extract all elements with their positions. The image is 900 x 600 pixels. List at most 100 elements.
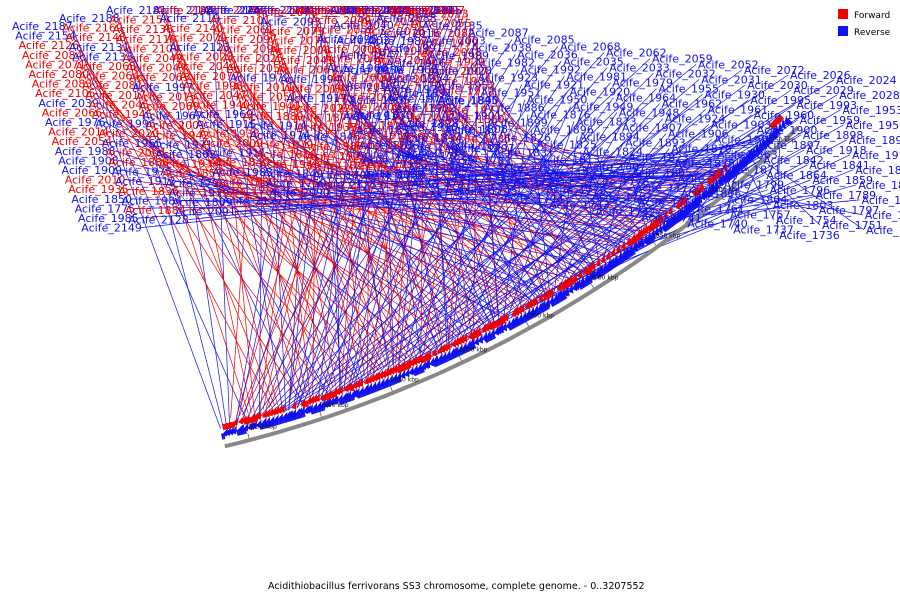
- track-segment: [221, 424, 225, 431]
- track-segment: [438, 358, 443, 365]
- tick-mark: [390, 386, 393, 392]
- tick-label: 2100 kbp: [320, 402, 348, 409]
- gene-label: Acife_2029: [793, 84, 854, 97]
- track-segment: [609, 263, 614, 270]
- gene-connector: [389, 92, 492, 329]
- gene-label: Acife_1863: [717, 148, 778, 161]
- track-segment: [712, 174, 718, 181]
- gene-label: Acife_1813: [540, 154, 601, 167]
- gene-connector: [118, 160, 577, 281]
- tick-label: 2150 kbp: [249, 424, 277, 431]
- track-segment: [665, 223, 671, 230]
- track-segment: [616, 258, 622, 265]
- gene-label: Acife_2005: [340, 100, 401, 113]
- track-segment: [258, 423, 262, 430]
- gene-label: Acife_1850: [71, 193, 132, 206]
- gene-connector: [432, 85, 448, 350]
- gene-connector: [94, 92, 402, 362]
- track-segment: [476, 330, 481, 337]
- gene-feature: [431, 347, 437, 357]
- track-segment: [596, 272, 601, 279]
- gene-label: Acife_1886: [484, 102, 545, 115]
- gene-connector: [337, 54, 391, 375]
- gene-label: Acife_2061: [213, 23, 274, 36]
- track-segment: [615, 259, 621, 266]
- gene-connector: [502, 114, 529, 322]
- track-segment: [376, 384, 380, 391]
- gene-label: Acife_2008: [320, 43, 381, 56]
- track-segment: [243, 418, 247, 425]
- gene-feature: [600, 253, 606, 264]
- gene-connector: [399, 137, 630, 246]
- gene-connector: [230, 9, 261, 419]
- track-segment: [771, 133, 777, 140]
- gene-label: Acife_2181: [106, 4, 167, 17]
- gene-connector: [333, 59, 441, 345]
- gene-label: Acife_2140: [163, 22, 224, 35]
- track-segment: [581, 281, 587, 288]
- gene-label: Acife_1923: [478, 72, 539, 85]
- gene-label: Acife_1991: [382, 42, 443, 55]
- gene-feature: [352, 379, 358, 389]
- track-segment: [742, 160, 748, 166]
- gene-label: Acife_2033: [609, 62, 670, 75]
- track-segment: [719, 168, 725, 175]
- track-segment: [523, 315, 528, 322]
- gene-feature: [456, 335, 462, 346]
- gene-label: Acife_2169: [62, 22, 123, 35]
- gene-feature: [621, 239, 627, 250]
- gene-label: Acife_2158: [109, 14, 170, 27]
- track-segment: [406, 362, 410, 370]
- gene-label: Acife_1757: [730, 208, 791, 221]
- track-segment: [714, 172, 720, 179]
- gene-label: Acife_2078: [257, 6, 318, 19]
- track-segment: [686, 207, 692, 214]
- gene-label: Acife_1958: [846, 119, 900, 132]
- gene-label: Acife_1919: [169, 186, 230, 199]
- gene-label: Acife_1947: [340, 49, 401, 62]
- track-segment: [260, 423, 264, 430]
- track-segment: [760, 144, 766, 150]
- gene-feature: [389, 365, 395, 375]
- gene-label: Acife_1934: [159, 158, 220, 171]
- gene-label: Acife_1857: [162, 167, 223, 180]
- track-segment: [379, 383, 383, 390]
- gene-label: Acife_2024: [836, 74, 897, 87]
- gene-label: Acife_2021: [381, 73, 442, 86]
- track-segment: [524, 315, 530, 321]
- gene-connector: [222, 27, 308, 397]
- gene-label: Acife_1998: [183, 79, 244, 92]
- gene-feature: [279, 404, 285, 414]
- track-segment: [685, 208, 691, 215]
- gene-connector: [121, 169, 600, 266]
- gene-label: Acife_2141: [250, 4, 311, 17]
- track-segment: [475, 331, 480, 338]
- gene-connector: [543, 170, 725, 190]
- gene-connector: [422, 109, 706, 362]
- gene-label: Acife_1761: [684, 203, 745, 216]
- track-segment: [625, 252, 631, 259]
- gene-feature: [638, 227, 644, 238]
- track-segment: [395, 377, 399, 384]
- gene-connector: [639, 128, 771, 218]
- gene-label: Acife_1776: [589, 175, 650, 188]
- gene-label: Acife_1828: [398, 117, 459, 130]
- gene-label: Acife_1881: [353, 139, 414, 152]
- track-segment: [545, 303, 550, 310]
- gene-label: Acife_2080: [29, 68, 90, 81]
- track-segment: [769, 122, 776, 129]
- gene-label: Acife_1749: [866, 224, 900, 237]
- track-segment: [366, 388, 370, 395]
- gene-connector: [265, 152, 630, 245]
- gene-label: Acife_2011: [233, 81, 294, 94]
- track-segment: [275, 418, 279, 426]
- track-segment: [501, 317, 506, 324]
- gene-connector: [501, 137, 761, 198]
- gene-connector: [249, 32, 467, 422]
- gene-label: Acife_1798: [165, 177, 226, 190]
- track-segment: [697, 186, 703, 193]
- track-segment: [377, 384, 382, 391]
- gene-label: Acife_2142: [207, 4, 268, 17]
- gene-connector: [137, 182, 711, 219]
- gene-feature: [273, 405, 280, 415]
